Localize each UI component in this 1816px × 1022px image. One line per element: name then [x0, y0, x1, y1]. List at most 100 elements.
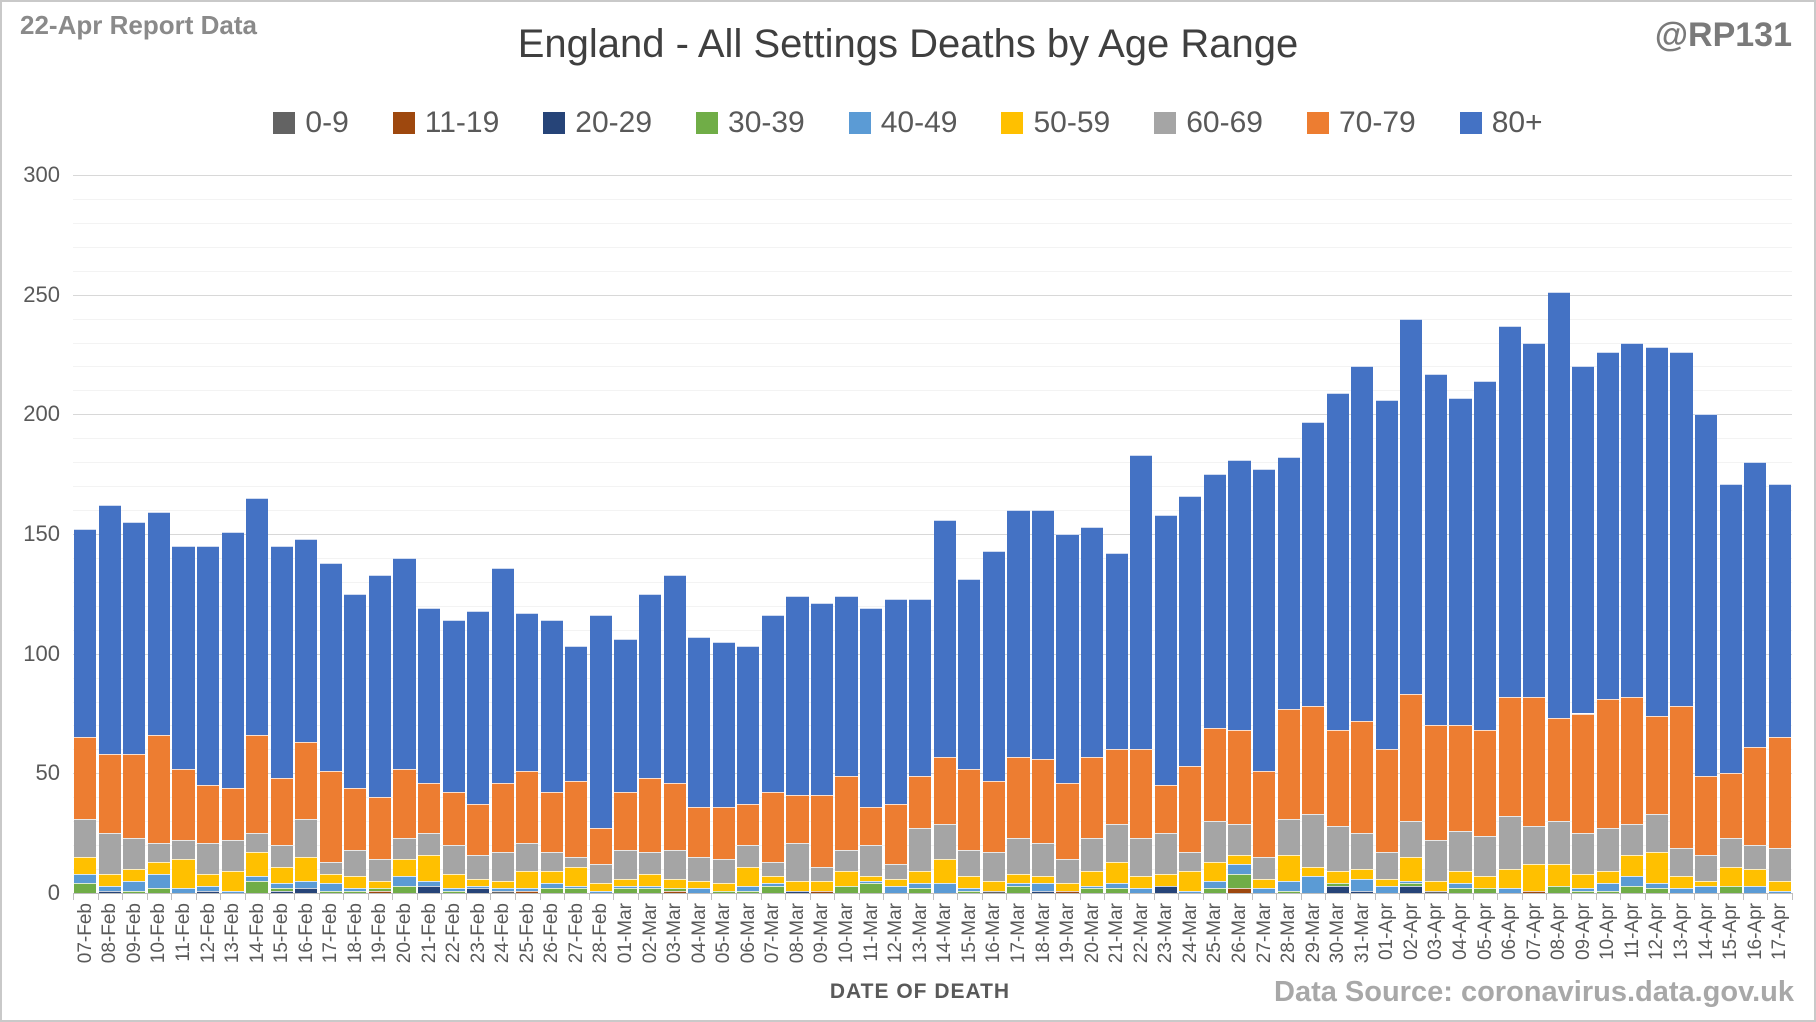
x-axis-tick [1374, 893, 1376, 900]
x-tick-label: 12-Feb [196, 903, 220, 963]
x-tick-label: 01-Mar [614, 903, 638, 963]
bar-segment-70-79-20-Mar [1081, 756, 1104, 838]
bar-segment-70-79-11-Apr [1621, 696, 1644, 824]
bar-segment-80+-01-Mar [614, 639, 637, 793]
x-tick-label: 28-Mar [1277, 903, 1301, 963]
bar-segment-30-39-02-Apr [1400, 883, 1423, 886]
bar-segment-50-59-15-Apr [1719, 866, 1742, 886]
x-tick-label: 06-Mar [736, 903, 760, 963]
bar-segment-50-59-05-Mar [712, 883, 735, 891]
bar-segment-80+-01-Apr [1375, 399, 1398, 750]
x-axis-tick [1620, 893, 1622, 900]
bar-segment-80+-24-Mar [1179, 495, 1202, 767]
x-tick-label-text: 13-Apr [1670, 903, 1692, 961]
bar-segment-70-79-12-Mar [884, 804, 907, 865]
gridline-minor [73, 246, 1792, 248]
x-axis-tick [637, 893, 639, 900]
bar-segment-40-49-12-Mar [884, 885, 907, 893]
gridline-minor [73, 270, 1792, 272]
legend-label: 80+ [1491, 106, 1543, 139]
x-tick-label: 11-Feb [172, 903, 196, 962]
bar-segment-50-59-16-Apr [1744, 869, 1767, 886]
x-axis-tick [1104, 893, 1106, 900]
bar-segment-80+-02-Apr [1400, 318, 1423, 695]
bar-segment-11-19-03-Mar [663, 890, 686, 893]
x-tick-label: 20-Feb [393, 903, 417, 963]
x-tick-label-text: 23-Mar [1155, 903, 1177, 964]
bar-segment-60-69-18-Feb [344, 849, 367, 877]
bar-segment-50-59-01-Apr [1375, 878, 1398, 886]
bar-segment-60-69-16-Mar [982, 852, 1005, 882]
x-tick-label: 07-Feb [73, 903, 97, 963]
bar-segment-70-79-21-Feb [418, 782, 441, 834]
bar-segment-80+-29-Mar [1302, 421, 1325, 707]
bar-segment-60-69-28-Feb [589, 864, 613, 884]
bar-segment-80+-13-Feb [221, 531, 244, 788]
bar-segment-50-59-04-Apr [1449, 871, 1472, 884]
bar-segment-60-69-13-Feb [221, 840, 244, 872]
x-tick-label: 10-Mar [835, 903, 859, 963]
bar-segment-60-69-11-Feb [172, 840, 195, 860]
x-tick-label-text: 11-Mar [860, 903, 882, 962]
legend-swatch-icon [1001, 112, 1024, 134]
legend: 0-9 11-19 20-29 30-39 40-49 50-59 60-69 70-79 80… [0, 106, 1816, 140]
bar-segment-30-39-09-Apr [1572, 890, 1595, 893]
bar-segment-80+-30-Mar [1326, 392, 1349, 731]
report-date-label: 22-Apr Report Data [20, 10, 257, 40]
bar-segment-40-49-11-Feb [172, 888, 195, 893]
bar-segment-30-39-09-Feb [123, 890, 146, 893]
bar-segment-70-79-12-Apr [1645, 715, 1668, 815]
bar-segment-70-79-15-Feb [270, 778, 293, 846]
bar-segment-60-69-09-Mar [810, 866, 834, 882]
x-tick-label-text: 16-Feb [295, 903, 317, 964]
bar-segment-40-49-07-Feb [74, 873, 97, 884]
bar-segment-80+-07-Feb [74, 529, 97, 738]
x-tick-label-text: 10-Mar [836, 903, 858, 964]
legend-label: 40-49 [880, 106, 958, 139]
bar-segment-70-79-11-Feb [172, 768, 195, 841]
x-tick-label: 20-Mar [1080, 903, 1104, 963]
bar-segment-60-69-17-Apr [1768, 847, 1791, 882]
bar-segment-60-69-12-Feb [196, 842, 220, 874]
x-axis-tick [760, 893, 762, 900]
bar-segment-70-79-10-Feb [147, 735, 171, 843]
bar-segment-40-49-14-Feb [246, 876, 269, 882]
bar-segment-50-59-30-Mar [1326, 871, 1349, 884]
x-axis-tick [1325, 893, 1327, 900]
bar-segment-50-59-20-Mar [1081, 871, 1104, 886]
bar-segment-80+-08-Apr [1547, 292, 1570, 719]
x-tick-label: 16-Feb [294, 903, 318, 963]
bar-segment-40-49-20-Feb [393, 876, 416, 886]
x-tick-label-text: 07-Feb [74, 903, 96, 964]
x-tick-label: 18-Feb [343, 903, 367, 963]
x-axis-tick [1570, 893, 1572, 900]
bar-segment-60-69-08-Mar [786, 842, 809, 882]
bar-segment-70-79-17-Mar [1007, 756, 1030, 838]
bar-segment-60-69-08-Apr [1547, 821, 1570, 865]
x-tick-label: 16-Mar [982, 903, 1006, 963]
bar-segment-30-39-15-Feb [270, 888, 293, 891]
x-tick-label: 11-Mar [859, 903, 883, 962]
bar-segment-80+-14-Feb [246, 498, 269, 736]
bar-segment-70-79-01-Apr [1375, 749, 1398, 853]
bar-segment-40-49-17-Apr [1768, 890, 1791, 893]
bar-segment-20-29-23-Mar [1154, 885, 1177, 893]
bar-segment-70-79-12-Feb [196, 785, 220, 843]
bar-segment-40-49-18-Mar [1031, 883, 1055, 891]
x-axis-tick [392, 893, 394, 900]
x-tick-label: 13-Feb [221, 903, 245, 963]
bar-segment-70-79-09-Apr [1572, 713, 1595, 834]
bar-segment-60-69-25-Feb [516, 842, 539, 872]
bar-segment-20-29-31-Mar [1351, 890, 1374, 893]
x-axis-tick [1693, 893, 1695, 900]
x-tick-label-text: 15-Feb [271, 903, 293, 964]
bar-segment-30-39-27-Feb [565, 888, 588, 893]
x-axis-tick [736, 893, 738, 900]
x-axis-tick [220, 893, 222, 900]
bar-segment-80+-16-Apr [1744, 462, 1767, 747]
bar-segment-40-49-01-Apr [1375, 885, 1398, 893]
bar-segment-30-39-25-Mar [1203, 888, 1226, 893]
bar-segment-60-69-05-Mar [712, 859, 735, 884]
y-tick-label: 100 [23, 640, 60, 666]
bar-segment-30-39-17-Mar [1007, 885, 1030, 893]
